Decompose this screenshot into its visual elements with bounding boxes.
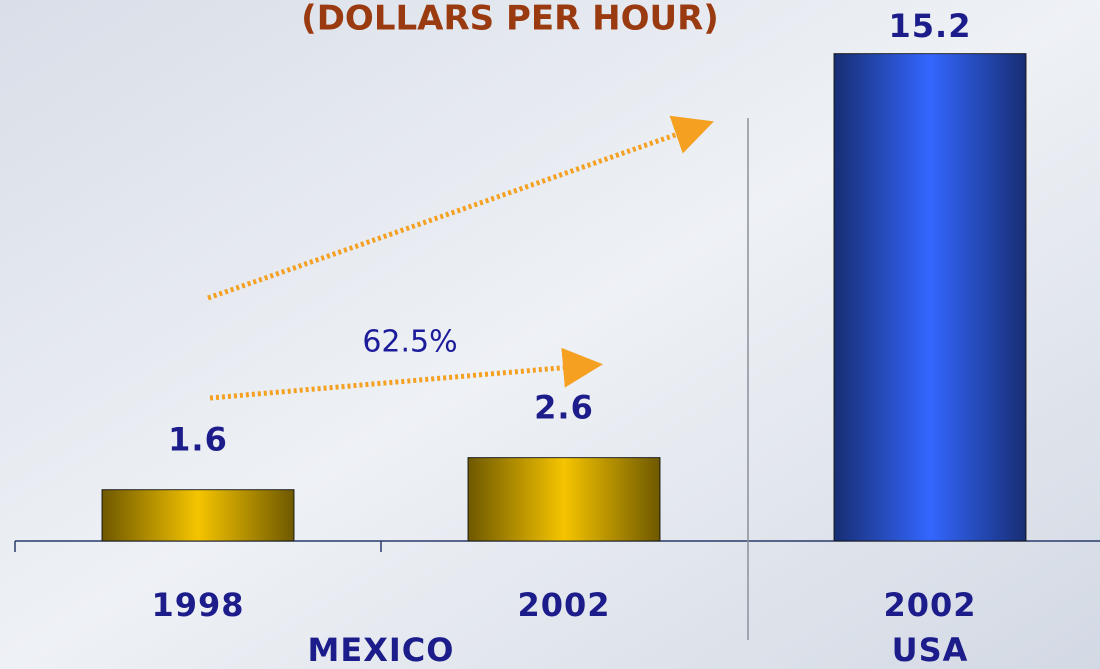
bar-shade (834, 53, 1026, 542)
bar-shade (102, 489, 294, 541)
x-tick-label: 2002 (517, 586, 610, 624)
group-label: USA (892, 631, 969, 669)
value-label: 2.6 (534, 389, 594, 427)
value-label: 15.2 (889, 7, 972, 45)
arrow (209, 347, 603, 401)
chart-title: (DOLLARS PER HOUR) (301, 0, 719, 39)
annotation: 62.5% (362, 325, 457, 360)
arrow (207, 115, 714, 301)
group-label: MEXICO (308, 631, 455, 669)
value-label: 1.6 (168, 421, 228, 459)
bar-shade (468, 457, 660, 541)
x-tick-label: 1998 (151, 586, 244, 624)
x-tick-label: 2002 (883, 586, 976, 624)
